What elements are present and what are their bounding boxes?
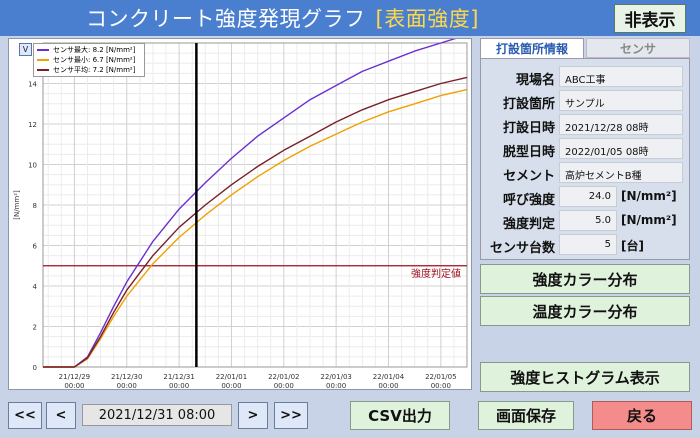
- y-tick-label: 6: [33, 243, 38, 251]
- site-value: ABC工事: [559, 66, 683, 87]
- sensor-count-unit: [台]: [621, 239, 644, 253]
- site-label: 現場名: [515, 73, 555, 88]
- page-title-main: コンクリート強度発現グラフ: [86, 7, 366, 31]
- pour-date-value: 2021/12/28 08時: [559, 114, 683, 135]
- series-line-2: [43, 76, 468, 368]
- location-label: 打設箇所: [502, 97, 555, 112]
- info-row-nominal: 呼び強度 24.0 [N/mm²]: [481, 185, 691, 209]
- legend-swatch-max: [37, 49, 49, 51]
- save-screen-button[interactable]: 画面保存: [478, 401, 574, 430]
- x-tick-label: 22/01/03: [320, 373, 351, 381]
- judge-strength-value: 5.0: [559, 210, 617, 231]
- x-tick-label: 22/01/02: [268, 373, 299, 381]
- x-tick-label: 21/12/30: [111, 373, 142, 381]
- info-area: 現場名 ABC工事 打設箇所 サンプル 打設日時 2021/12/28 08時 …: [480, 58, 690, 260]
- cement-value: 高炉セメントB種: [559, 162, 683, 183]
- y-tick-label: 0: [33, 364, 37, 372]
- x-tick-label: 22/01/05: [425, 373, 456, 381]
- hide-button[interactable]: 非表示: [614, 4, 686, 33]
- x-tick-label: 21/12/29: [59, 373, 90, 381]
- sensor-count-value: 5: [559, 234, 617, 255]
- plot-frame: [42, 42, 468, 368]
- y-tick-label: 10: [28, 162, 37, 170]
- bottom-toolbar: << < 2021/12/31 08:00 > >> CSV出力 画面保存 戻る: [0, 394, 700, 438]
- info-row-judge: 強度判定 5.0 [N/mm²]: [481, 209, 691, 233]
- prev-button[interactable]: <: [46, 402, 76, 429]
- series-line-0: [43, 39, 457, 368]
- tab-pour-info[interactable]: 打設箇所情報: [480, 38, 584, 58]
- x-tick-label: 21/12/31: [163, 373, 194, 381]
- first-button[interactable]: <<: [8, 402, 42, 429]
- sensor-count-label: センサ台数: [489, 241, 555, 256]
- x-tick-label-time: 00:00: [378, 382, 398, 389]
- back-button[interactable]: 戻る: [592, 401, 692, 430]
- strength-color-button[interactable]: 強度カラー分布: [480, 264, 690, 294]
- histogram-button[interactable]: 強度ヒストグラム表示: [480, 362, 690, 392]
- info-row-pour-date: 打設日時 2021/12/28 08時: [481, 113, 691, 137]
- demold-date-label: 脱型日時: [502, 145, 555, 160]
- legend-swatch-min: [37, 59, 49, 61]
- legend-item-min: センサ最小: 6.7 [N/mm²]: [37, 55, 141, 65]
- y-tick-label: 14: [28, 81, 37, 89]
- chart-svg: 02468101214[N/mm²]21/12/2900:0021/12/300…: [13, 39, 468, 389]
- x-tick-label: 22/01/04: [373, 373, 405, 381]
- nominal-strength-value: 24.0: [559, 186, 617, 207]
- legend-value-max: 8.2 [N/mm²]: [92, 46, 136, 54]
- x-tick-label-time: 00:00: [64, 382, 84, 389]
- y-tick-label: 12: [28, 121, 37, 129]
- x-tick-label: 22/01/01: [216, 373, 247, 381]
- legend-swatch-avg: [37, 69, 49, 71]
- y-axis-label: [N/mm²]: [13, 190, 21, 220]
- title-bar: [0, 0, 700, 36]
- legend-label-avg: センサ平均:: [53, 66, 91, 74]
- x-tick-label-time: 00:00: [117, 382, 137, 389]
- legend-item-max: センサ最大: 8.2 [N/mm²]: [37, 45, 141, 55]
- legend-item-avg: センサ平均: 7.2 [N/mm²]: [37, 65, 141, 75]
- cement-label: セメント: [503, 169, 555, 184]
- legend-value-min: 6.7 [N/mm²]: [92, 56, 136, 64]
- threshold-label: 強度判定値: [411, 267, 461, 280]
- demold-date-value: 2022/01/05 08時: [559, 138, 683, 159]
- x-tick-label-time: 00:00: [274, 382, 294, 389]
- judge-strength-label: 強度判定: [502, 217, 555, 232]
- info-row-site: 現場名 ABC工事: [481, 65, 691, 89]
- judge-strength-unit: [N/mm²]: [621, 213, 677, 227]
- page-title-sub: [表面強度]: [375, 7, 479, 31]
- y-tick-label: 2: [33, 324, 37, 332]
- chart-legend: センサ最大: 8.2 [N/mm²] センサ最小: 6.7 [N/mm²] セン…: [33, 43, 145, 77]
- y-tick-label: 8: [33, 202, 37, 210]
- page-title: コンクリート強度発現グラフ [表面強度]: [86, 3, 479, 33]
- legend-label-max: センサ最大:: [53, 46, 91, 54]
- strength-chart: 0 2 4 6 8 10 12 14 [N/mm²] 21/12/29 00:00 21/12/30 0…: [8, 38, 472, 390]
- tab-sensor[interactable]: センサ: [586, 38, 690, 58]
- nominal-strength-label: 呼び強度: [502, 193, 555, 208]
- pour-date-label: 打設日時: [502, 121, 555, 136]
- x-tick-label-time: 00:00: [326, 382, 346, 389]
- nominal-strength-unit: [N/mm²]: [621, 189, 677, 203]
- chart-view-button[interactable]: V: [19, 43, 32, 56]
- info-row-sensor-count: センサ台数 5 [台]: [481, 233, 691, 257]
- x-tick-label-time: 00:00: [431, 382, 451, 389]
- legend-label-min: センサ最小:: [53, 56, 91, 64]
- info-row-cement: セメント 高炉セメントB種: [481, 161, 691, 185]
- legend-value-avg: 7.2 [N/mm²]: [92, 66, 136, 74]
- info-row-location: 打設箇所 サンプル: [481, 89, 691, 113]
- x-tick-label-time: 00:00: [221, 382, 241, 389]
- y-tick-label: 4: [33, 283, 38, 291]
- next-button[interactable]: >: [238, 402, 268, 429]
- series-line-1: [43, 88, 468, 368]
- csv-export-button[interactable]: CSV出力: [350, 401, 450, 430]
- current-date-display: 2021/12/31 08:00: [82, 404, 232, 426]
- x-tick-label-time: 00:00: [169, 382, 189, 389]
- info-panel: 打設箇所情報 センサ 現場名 ABC工事 打設箇所 サンプル 打設日時 2021…: [478, 38, 692, 260]
- location-value: サンプル: [559, 90, 683, 111]
- info-row-demold-date: 脱型日時 2022/01/05 08時: [481, 137, 691, 161]
- temp-color-button[interactable]: 温度カラー分布: [480, 296, 690, 326]
- last-button[interactable]: >>: [274, 402, 308, 429]
